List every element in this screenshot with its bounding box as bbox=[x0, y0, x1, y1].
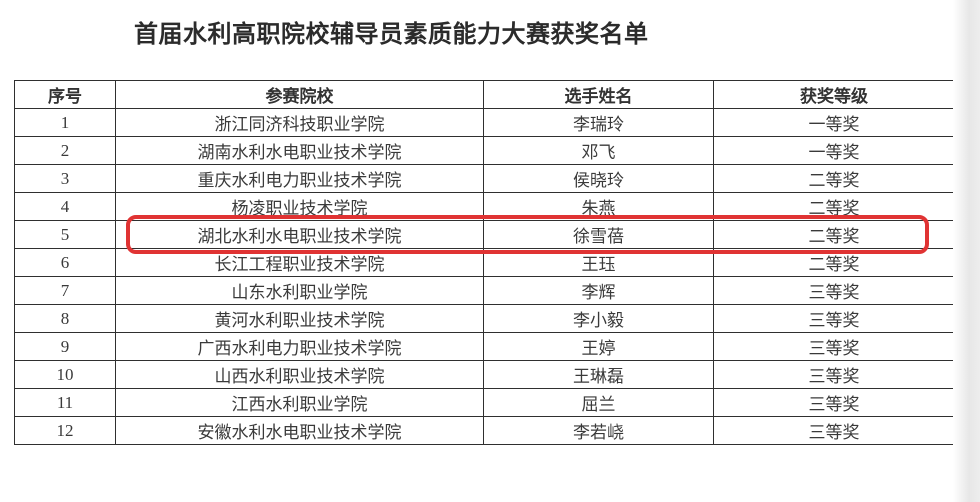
cell-award: 三等奖 bbox=[713, 332, 955, 361]
cell-award: 二等奖 bbox=[713, 248, 955, 277]
cell-school: 重庆水利电力职业技术学院 bbox=[115, 164, 484, 193]
cell-school: 山西水利职业技术学院 bbox=[115, 360, 484, 389]
cell-index: 8 bbox=[14, 304, 116, 333]
awards-table: 序号 参赛院校 选手姓名 获奖等级 1 浙江同济科技职业学院 李瑞玲 一等奖 2 湖南水利水电职… bbox=[14, 80, 955, 445]
cell-index: 2 bbox=[14, 136, 116, 165]
cell-name: 王珏 bbox=[483, 248, 714, 277]
column-header-school: 参赛院校 bbox=[115, 80, 484, 109]
cell-award: 一等奖 bbox=[713, 136, 955, 165]
table-row: 3 重庆水利电力职业技术学院 侯晓玲 二等奖 bbox=[14, 164, 955, 193]
table-body: 1 浙江同济科技职业学院 李瑞玲 一等奖 2 湖南水利水电职业技术学院 邓飞 一等奖 3 重庆水利… bbox=[14, 108, 955, 445]
cell-index: 7 bbox=[14, 276, 116, 305]
cell-name: 王婷 bbox=[483, 332, 714, 361]
cell-name: 朱燕 bbox=[483, 192, 714, 221]
cell-school: 安徽水利水电职业技术学院 bbox=[115, 416, 484, 445]
cell-award: 一等奖 bbox=[713, 108, 955, 137]
cell-school: 杨凌职业技术学院 bbox=[115, 192, 484, 221]
cell-name: 李若峣 bbox=[483, 416, 714, 445]
cell-name: 李小毅 bbox=[483, 304, 714, 333]
cell-index: 4 bbox=[14, 192, 116, 221]
table-row: 8 黄河水利职业技术学院 李小毅 三等奖 bbox=[14, 304, 955, 333]
cell-award: 三等奖 bbox=[713, 360, 955, 389]
column-header-index: 序号 bbox=[14, 80, 116, 109]
cell-school: 长江工程职业技术学院 bbox=[115, 248, 484, 277]
page-edge-shadow bbox=[953, 0, 980, 502]
column-header-name: 选手姓名 bbox=[483, 80, 714, 109]
cell-award: 三等奖 bbox=[713, 304, 955, 333]
cell-award: 二等奖 bbox=[713, 164, 955, 193]
cell-index: 3 bbox=[14, 164, 116, 193]
cell-school: 湖北水利水电职业技术学院 bbox=[115, 220, 484, 249]
cell-name: 屈兰 bbox=[483, 388, 714, 417]
column-header-award: 获奖等级 bbox=[713, 80, 955, 109]
table-row: 7 山东水利职业学院 李辉 三等奖 bbox=[14, 276, 955, 305]
table-row: 6 长江工程职业技术学院 王珏 二等奖 bbox=[14, 248, 955, 277]
cell-school: 广西水利电力职业技术学院 bbox=[115, 332, 484, 361]
cell-index: 10 bbox=[14, 360, 116, 389]
cell-index: 5 bbox=[14, 220, 116, 249]
cell-school: 浙江同济科技职业学院 bbox=[115, 108, 484, 137]
cell-index: 1 bbox=[14, 108, 116, 137]
table-row: 4 杨凌职业技术学院 朱燕 二等奖 bbox=[14, 192, 955, 221]
cell-award: 二等奖 bbox=[713, 192, 955, 221]
table-row: 10 山西水利职业技术学院 王琳磊 三等奖 bbox=[14, 360, 955, 389]
cell-index: 6 bbox=[14, 248, 116, 277]
table-row: 9 广西水利电力职业技术学院 王婷 三等奖 bbox=[14, 332, 955, 361]
cell-award: 二等奖 bbox=[713, 220, 955, 249]
table-row: 1 浙江同济科技职业学院 李瑞玲 一等奖 bbox=[14, 108, 955, 137]
cell-school: 山东水利职业学院 bbox=[115, 276, 484, 305]
cell-name: 李瑞玲 bbox=[483, 108, 714, 137]
cell-school: 江西水利职业学院 bbox=[115, 388, 484, 417]
cell-name: 徐雪蓓 bbox=[483, 220, 714, 249]
cell-name: 侯晓玲 bbox=[483, 164, 714, 193]
header-row: 序号 参赛院校 选手姓名 获奖等级 bbox=[14, 80, 955, 109]
table-row: 11 江西水利职业学院 屈兰 三等奖 bbox=[14, 388, 955, 417]
cell-index: 12 bbox=[14, 416, 116, 445]
table-row: 2 湖南水利水电职业技术学院 邓飞 一等奖 bbox=[14, 136, 955, 165]
cell-index: 11 bbox=[14, 388, 116, 417]
cell-index: 9 bbox=[14, 332, 116, 361]
cell-name: 邓飞 bbox=[483, 136, 714, 165]
cell-name: 王琳磊 bbox=[483, 360, 714, 389]
table-row: 12 安徽水利水电职业技术学院 李若峣 三等奖 bbox=[14, 416, 955, 445]
cell-name: 李辉 bbox=[483, 276, 714, 305]
table-row: 5 湖北水利水电职业技术学院 徐雪蓓 二等奖 bbox=[14, 220, 955, 249]
cell-school: 黄河水利职业技术学院 bbox=[115, 304, 484, 333]
cell-school: 湖南水利水电职业技术学院 bbox=[115, 136, 484, 165]
cell-award: 三等奖 bbox=[713, 388, 955, 417]
cell-award: 三等奖 bbox=[713, 416, 955, 445]
cell-award: 三等奖 bbox=[713, 276, 955, 305]
page-title: 首届水利高职院校辅导员素质能力大赛获奖名单 bbox=[134, 22, 649, 48]
